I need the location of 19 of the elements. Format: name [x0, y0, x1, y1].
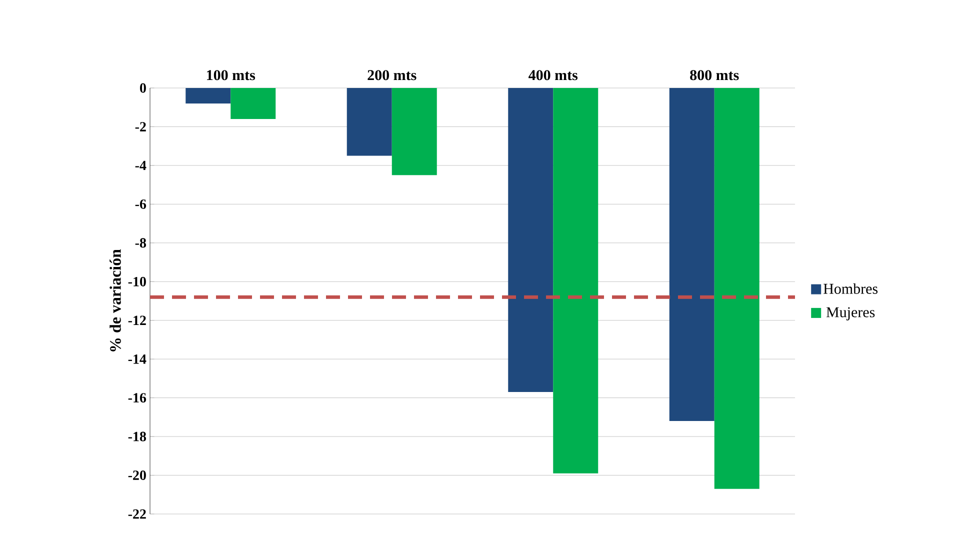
y-tick-label: -8 — [135, 238, 146, 248]
y-tick-label: -12 — [128, 316, 146, 325]
y-tick-label: -10 — [128, 276, 146, 286]
y-tick-label: -22 — [128, 509, 146, 519]
y-tick-label: -18 — [128, 432, 146, 442]
y-tick-label: -6 — [135, 199, 146, 209]
legend-label: Mujeres — [826, 307, 875, 320]
y-tick-label: 0 — [140, 83, 146, 93]
x-tick-label: 800 mts — [690, 70, 739, 80]
y-tick-label: -20 — [128, 470, 146, 480]
y-tick-label: -4 — [135, 160, 146, 170]
x-tick-label: 100 mts — [207, 70, 256, 80]
x-tick-label: 200 mts — [368, 70, 416, 80]
legend-label: Hombres — [824, 283, 878, 294]
x-tick-label: 400 mts — [528, 70, 578, 80]
y-tick-label: -16 — [128, 393, 146, 403]
y-tick-label: -2 — [135, 122, 146, 132]
y-tick-label: -14 — [128, 354, 146, 364]
y-axis-title: % de variación — [110, 249, 121, 352]
